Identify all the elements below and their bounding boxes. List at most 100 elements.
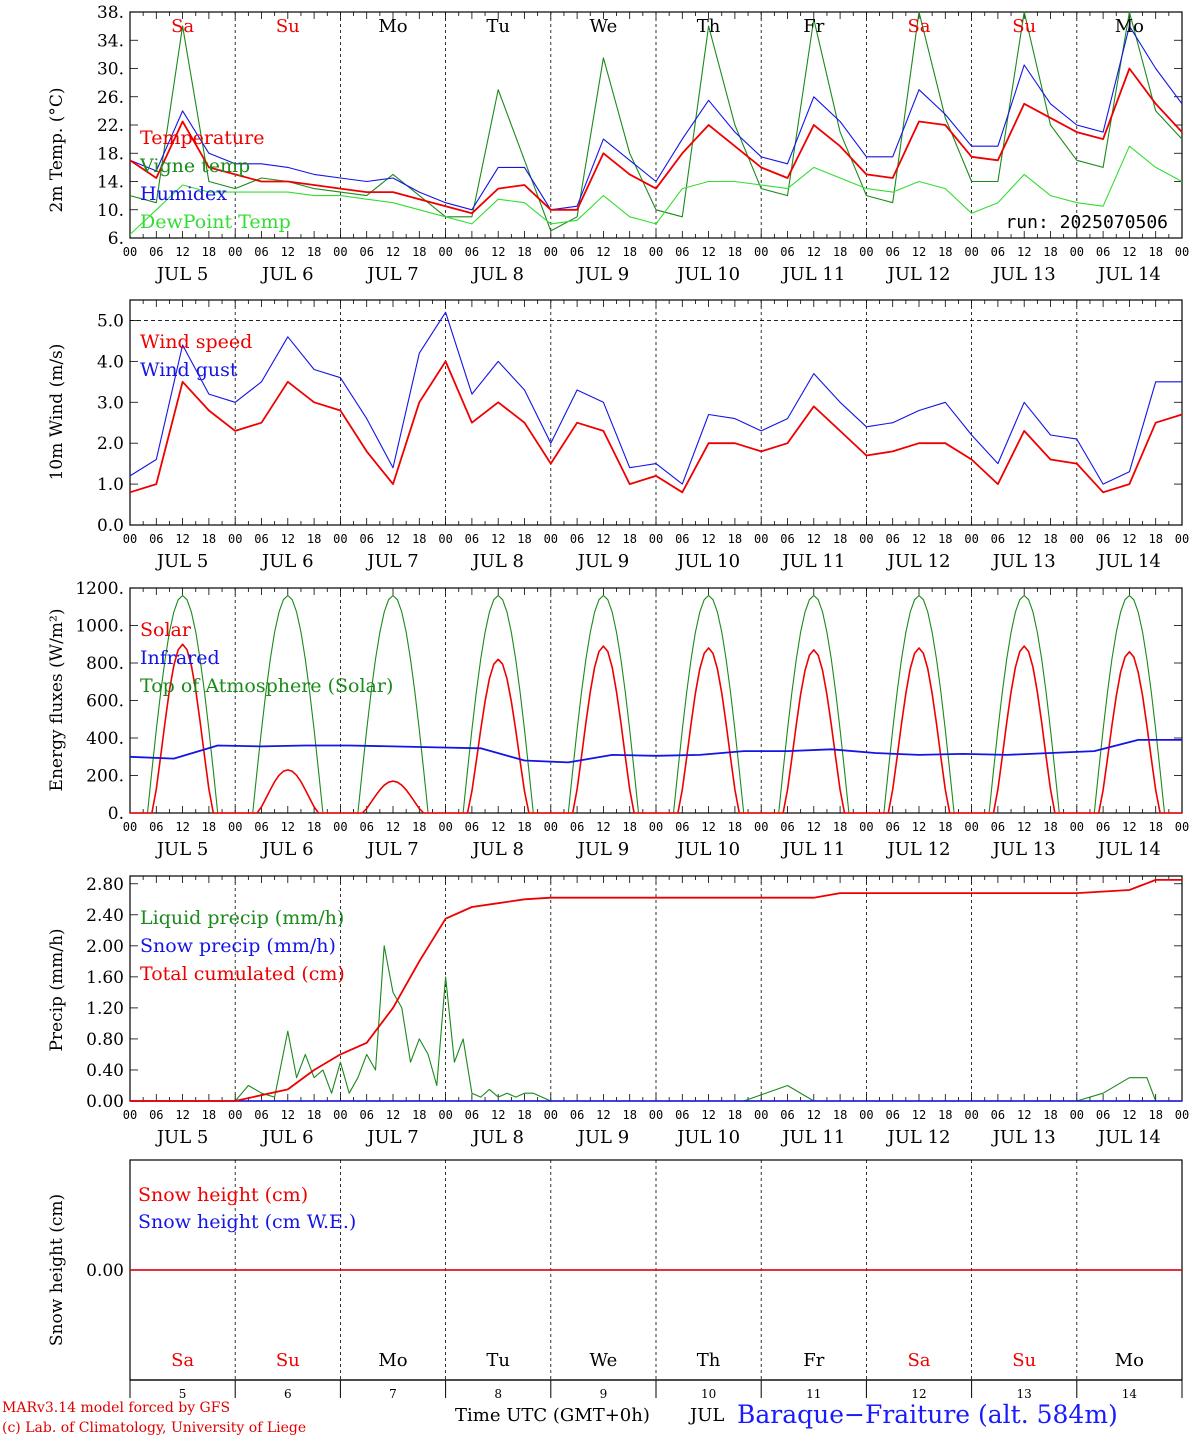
hour-tick-label: 00 — [964, 1108, 978, 1122]
weekday-label: Sa — [907, 16, 930, 37]
day-label: JUL 6 — [260, 264, 314, 285]
hour-tick-label: 18 — [728, 245, 742, 259]
hour-tick-label: 18 — [307, 532, 321, 546]
hour-tick-label: 18 — [307, 245, 321, 259]
hour-tick-label: 06 — [780, 1108, 794, 1122]
hour-tick-label: 18 — [1043, 245, 1057, 259]
hour-tick-label: 06 — [570, 532, 584, 546]
weekday-label: Sa — [171, 1350, 194, 1371]
hour-tick-label: 12 — [1122, 532, 1136, 546]
hour-tick-label: 12 — [807, 245, 821, 259]
hour-tick-label: 18 — [1043, 532, 1057, 546]
legend-entry: Vigne temp — [139, 155, 250, 177]
y-tick-label: 1.60 — [86, 968, 124, 988]
weekday-label: Su — [1012, 16, 1036, 37]
series-line-wind-gust — [129, 311, 1182, 485]
hour-tick-label: 00 — [649, 1108, 663, 1122]
y-tick-label: 38. — [97, 3, 124, 23]
weekday-label: We — [590, 16, 618, 37]
y-tick-label: 5.0 — [97, 311, 124, 331]
hour-tick-label: 00 — [123, 820, 137, 834]
hour-tick-label: 18 — [728, 1108, 742, 1122]
series-line-vigne-temp — [129, 11, 1183, 232]
series-line-solar — [130, 643, 1182, 814]
series-line-total-cumulated — [130, 879, 1182, 1102]
weekday-label: Mo — [1115, 16, 1144, 37]
legend-entry: Infrared — [140, 647, 220, 669]
hour-tick-label: 00 — [754, 532, 768, 546]
hour-tick-label: 00 — [649, 245, 663, 259]
month-label: JUL — [690, 1405, 725, 1426]
hour-tick-label: 12 — [701, 245, 715, 259]
y-axis-label: Energy fluxes (W/m²) — [47, 609, 67, 792]
hour-tick-label: 12 — [175, 1108, 189, 1122]
hour-tick-label: 00 — [438, 1108, 452, 1122]
hour-tick-label: 12 — [701, 532, 715, 546]
y-tick-label: 1.20 — [86, 999, 124, 1019]
hour-tick-label: 12 — [1122, 820, 1136, 834]
hour-tick-label: 00 — [964, 820, 978, 834]
hour-tick-label: 00 — [438, 532, 452, 546]
y-tick-label: 6. — [108, 229, 124, 249]
day-label: JUL 11 — [780, 839, 845, 860]
hour-tick-label: 06 — [780, 532, 794, 546]
y-tick-label: 2.00 — [86, 937, 124, 957]
hour-tick-label: 00 — [964, 245, 978, 259]
day-label: JUL 5 — [155, 839, 209, 860]
day-label: JUL 11 — [780, 264, 845, 285]
hour-tick-label: 06 — [675, 1108, 689, 1122]
hour-tick-label: 06 — [254, 820, 268, 834]
hour-tick-label: 06 — [885, 532, 899, 546]
day-label: JUL 12 — [886, 839, 951, 860]
hour-tick-label: 00 — [438, 820, 452, 834]
hour-tick-label: 06 — [149, 1108, 163, 1122]
hour-tick-label: 06 — [885, 245, 899, 259]
hour-tick-label: 12 — [596, 245, 610, 259]
hour-tick-label: 00 — [1175, 820, 1189, 834]
hour-tick-label: 18 — [1043, 1108, 1057, 1122]
day-number-label: 5 — [179, 1387, 187, 1401]
day-label: JUL 7 — [365, 551, 419, 572]
hour-tick-label: 00 — [859, 820, 873, 834]
hour-tick-label: 18 — [412, 820, 426, 834]
hour-tick-label: 00 — [859, 1108, 873, 1122]
weekday-label: Sa — [907, 1350, 930, 1371]
weekday-label: Sa — [171, 16, 194, 37]
day-number-label: 8 — [494, 1387, 502, 1401]
legend-entry: Temperature — [140, 127, 264, 149]
hour-tick-label: 18 — [1148, 820, 1162, 834]
day-label: JUL 5 — [155, 264, 209, 285]
hour-tick-label: 06 — [254, 532, 268, 546]
day-label: JUL 14 — [1096, 1127, 1161, 1148]
day-label: JUL 11 — [780, 551, 845, 572]
hour-tick-label: 00 — [964, 532, 978, 546]
hour-tick-label: 06 — [359, 532, 373, 546]
x-axis-title: Time UTC (GMT+0h) — [455, 1405, 650, 1426]
hour-tick-label: 06 — [149, 245, 163, 259]
hour-tick-label: 00 — [544, 532, 558, 546]
hour-tick-label: 06 — [254, 245, 268, 259]
y-tick-label: 2.80 — [86, 875, 124, 895]
hour-tick-label: 12 — [596, 820, 610, 834]
weekday-label: Fr — [803, 1350, 824, 1371]
hour-tick-label: 18 — [622, 1108, 636, 1122]
hour-tick-label: 12 — [491, 820, 505, 834]
hour-tick-label: 06 — [780, 820, 794, 834]
day-label: JUL 14 — [1096, 264, 1161, 285]
hour-tick-label: 18 — [622, 532, 636, 546]
hour-tick-label: 00 — [1175, 532, 1189, 546]
hour-tick-label: 06 — [675, 532, 689, 546]
legend-entry: Wind speed — [140, 331, 252, 353]
y-tick-label: 2.40 — [86, 906, 124, 926]
day-label: JUL 12 — [886, 551, 951, 572]
legend-entry: Total cumulated (cm) — [140, 963, 345, 985]
hour-tick-label: 06 — [1096, 245, 1110, 259]
weekday-label: We — [590, 1350, 618, 1371]
hour-tick-label: 12 — [912, 1108, 926, 1122]
hour-tick-label: 18 — [412, 532, 426, 546]
hour-tick-label: 06 — [991, 245, 1005, 259]
hour-tick-label: 12 — [912, 532, 926, 546]
hour-tick-label: 12 — [175, 532, 189, 546]
day-label: JUL 12 — [886, 1127, 951, 1148]
hour-tick-label: 18 — [833, 820, 847, 834]
